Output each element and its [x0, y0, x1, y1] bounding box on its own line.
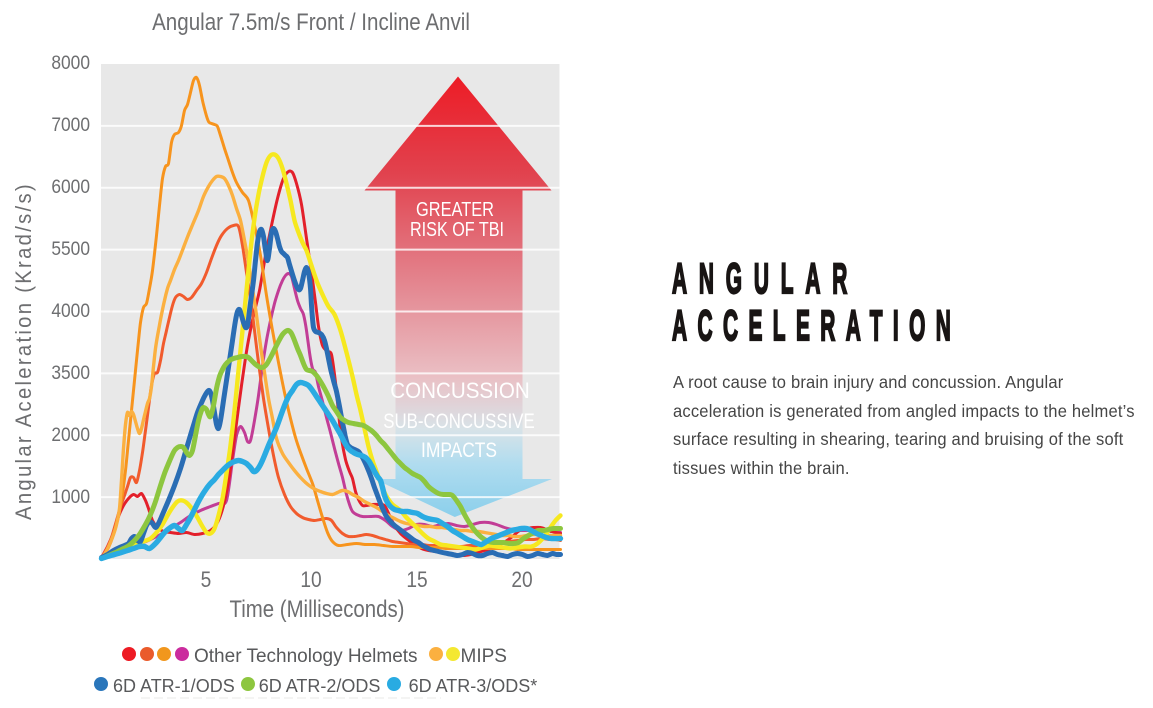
svg-text:CONCUSSION: CONCUSSION: [390, 378, 530, 403]
svg-text:IMPACTS: IMPACTS: [421, 439, 497, 462]
svg-text:SUB-CONCUSSIVE: SUB-CONCUSSIVE: [383, 410, 535, 433]
svg-text:RISK OF TBI: RISK OF TBI: [410, 218, 504, 241]
svg-text:GREATER: GREATER: [416, 198, 494, 221]
